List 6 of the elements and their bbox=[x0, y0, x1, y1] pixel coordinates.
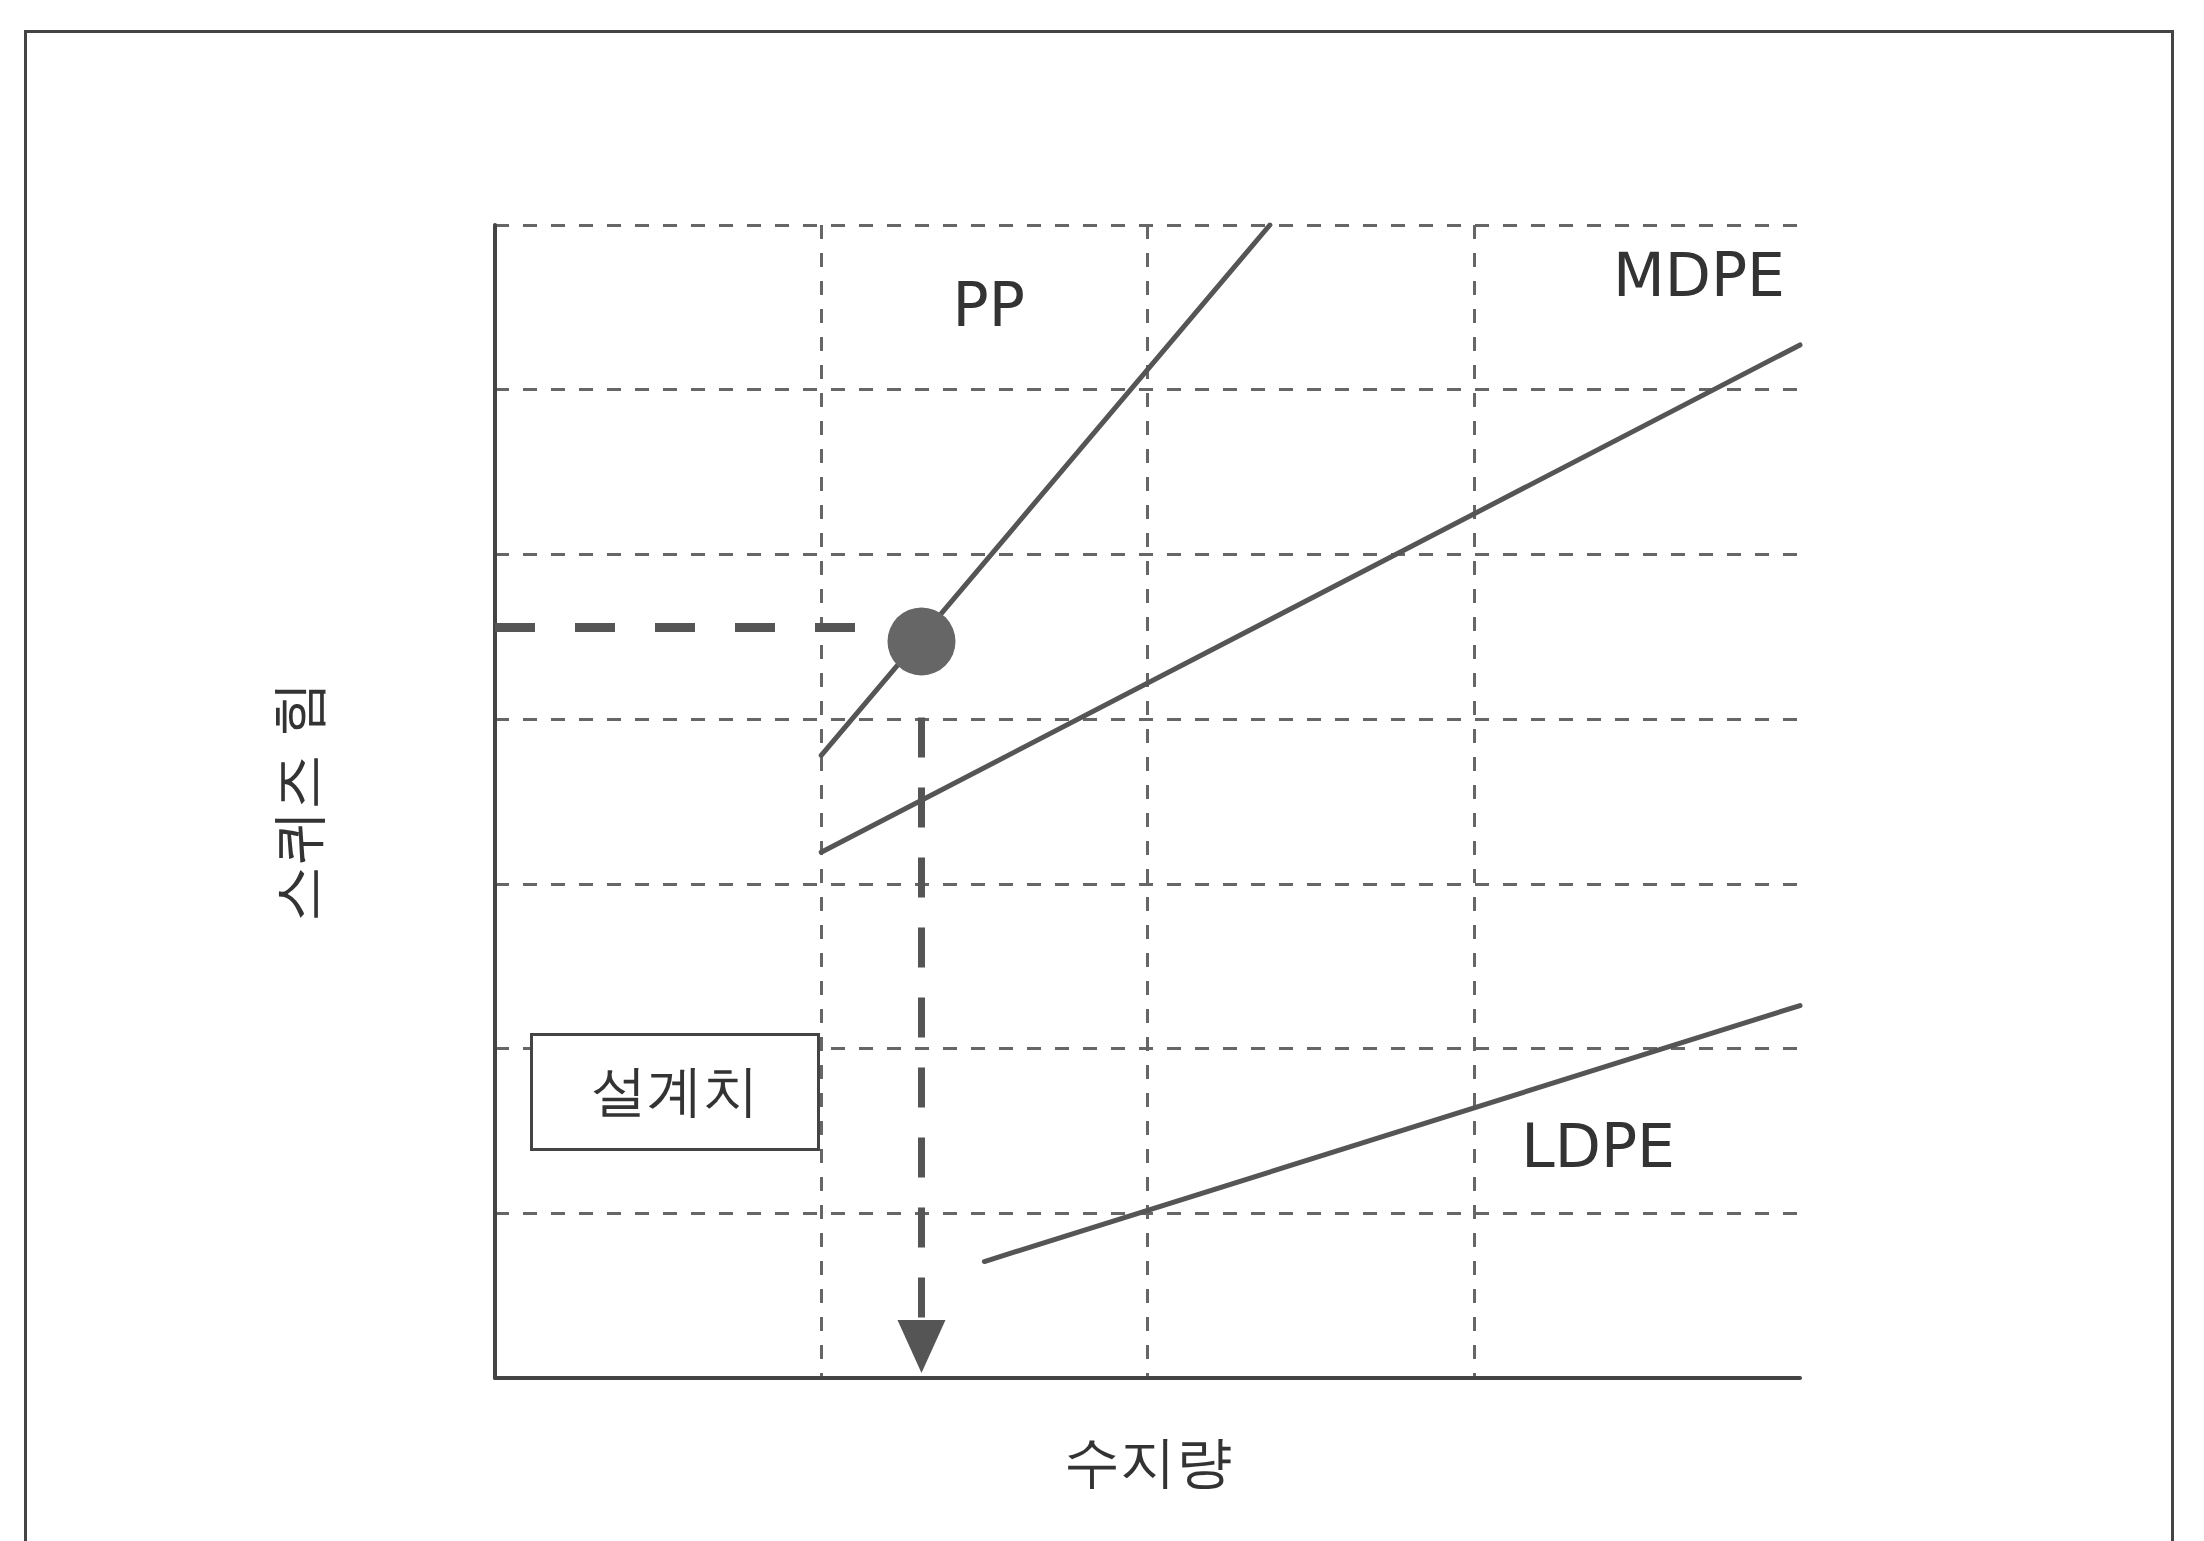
series-label: LDPE bbox=[1521, 1110, 1675, 1181]
annotation: 설계치 bbox=[530, 1033, 820, 1151]
series-label: MDPE bbox=[1612, 239, 1785, 310]
y-axis-title: 스퀴즈 힘 bbox=[264, 680, 330, 923]
series-label: PP bbox=[952, 270, 1025, 340]
x-axis-title: 수지량 bbox=[1063, 1428, 1232, 1494]
